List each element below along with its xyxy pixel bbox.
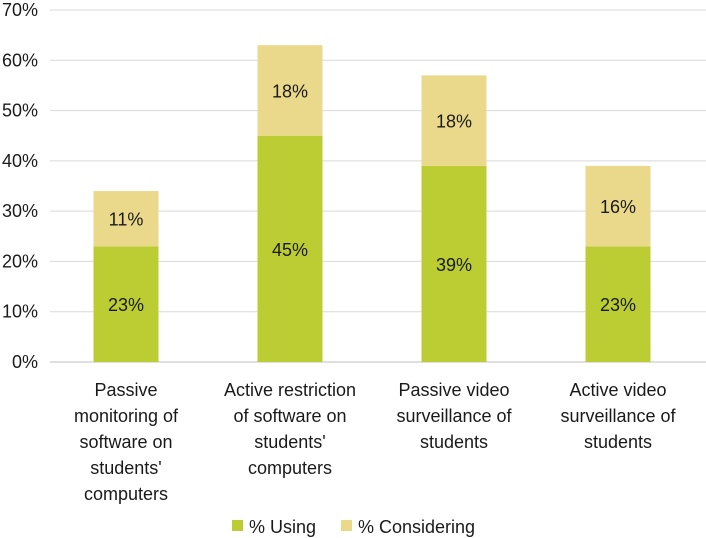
category-label: students' — [254, 432, 325, 452]
category-label: Active video — [569, 380, 666, 400]
data-label: 16% — [600, 197, 636, 217]
legend-label: % Using — [249, 517, 316, 537]
data-label: 18% — [272, 81, 308, 101]
category-label: monitoring of — [74, 406, 179, 426]
legend-label: % Considering — [358, 517, 475, 537]
data-label: 18% — [436, 112, 472, 132]
data-label: 23% — [600, 295, 636, 315]
category-label: computers — [248, 458, 332, 478]
bar-segment-using — [257, 135, 323, 362]
category-label: Passive — [94, 380, 157, 400]
y-tick-label: 30% — [2, 201, 38, 221]
category-label: surveillance of — [396, 406, 512, 426]
bar-segment-using — [585, 246, 651, 362]
bar-segment-using — [421, 165, 487, 362]
category-label: Active restriction — [224, 380, 356, 400]
y-tick-label: 40% — [2, 151, 38, 171]
category-label: students — [584, 432, 652, 452]
category-label: students' — [90, 458, 161, 478]
data-label: 45% — [272, 240, 308, 260]
y-tick-label: 10% — [2, 302, 38, 322]
category-label: computers — [84, 484, 168, 504]
data-label: 11% — [109, 210, 144, 230]
y-tick-label: 70% — [2, 0, 38, 20]
y-tick-label: 50% — [2, 101, 38, 121]
bar-segment-considering — [93, 191, 159, 247]
y-tick-label: 0% — [12, 352, 38, 372]
category-label: surveillance of — [560, 406, 676, 426]
category-label: Passive video — [398, 380, 509, 400]
y-tick-label: 20% — [2, 251, 38, 271]
data-label: 23% — [108, 295, 144, 315]
category-label: students — [420, 432, 488, 452]
bar-segment-considering — [421, 75, 487, 166]
legend-swatch — [232, 520, 243, 531]
data-label: 39% — [436, 255, 472, 275]
bar-segment-using — [93, 246, 159, 362]
legend-swatch — [341, 520, 352, 531]
category-label: of software on — [233, 406, 346, 426]
bar-segment-considering — [585, 165, 651, 247]
category-label: software on — [79, 432, 172, 452]
y-tick-label: 60% — [2, 50, 38, 70]
bar-segment-considering — [257, 45, 323, 136]
